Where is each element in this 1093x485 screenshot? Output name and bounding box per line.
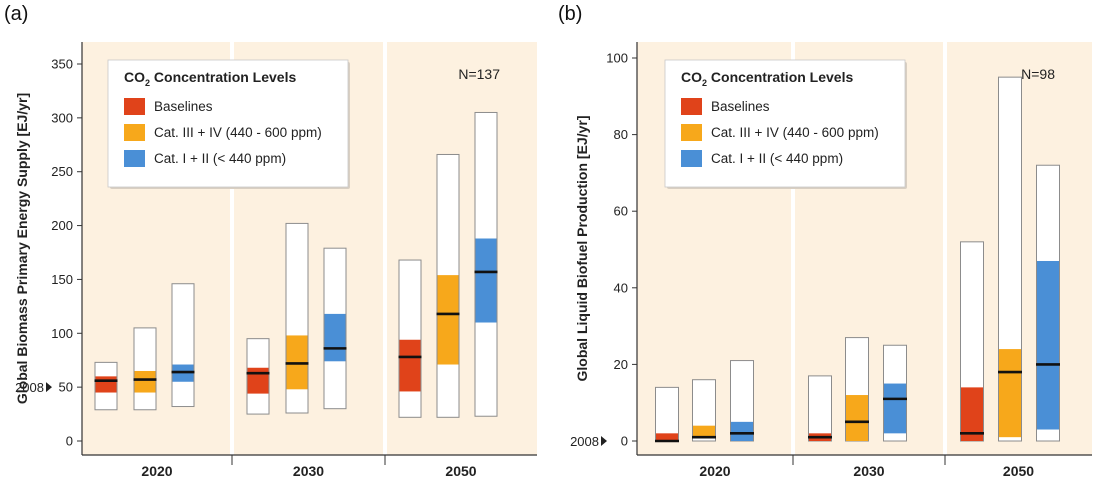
quartile-box <box>95 376 117 393</box>
x-category-label: 2050 <box>1003 463 1034 479</box>
quartile-box <box>437 275 459 365</box>
legend-title-sub: 2 <box>145 78 150 88</box>
panel-label: (a) <box>4 3 28 25</box>
marker-arrow-icon <box>601 436 607 446</box>
quartile-box <box>475 238 497 323</box>
box-cat34-2030 <box>845 337 869 442</box>
y-tick-label: 250 <box>51 164 73 179</box>
legend-title-co: CO <box>124 69 145 85</box>
box-baseline-2020 <box>94 361 118 411</box>
legend-entry-label: Baselines <box>154 99 213 114</box>
legend-entry-label: Cat. III + IV (440 - 600 ppm) <box>711 125 879 140</box>
range-box <box>133 327 157 411</box>
box-cat12-2050 <box>1036 164 1060 442</box>
box-cat12-2020 <box>171 283 195 408</box>
quartile-box <box>961 387 983 441</box>
quartile-box <box>884 383 906 434</box>
sample-size-label: N=98 <box>1021 66 1055 82</box>
legend-swatch-baseline <box>124 98 145 115</box>
legend: CO2 Concentration Levels Baselines Cat. II… <box>664 59 907 189</box>
y-tick-label: 60 <box>614 204 628 219</box>
legend-title-rest: Concentration Levels <box>150 69 296 85</box>
quartile-box <box>324 313 346 362</box>
range-box <box>171 283 195 408</box>
legend: CO2 Concentration Levels Baselines Cat. II… <box>107 59 350 189</box>
marker-2008-label: 2008 <box>15 380 44 395</box>
marker-2008-label: 2008 <box>570 434 599 449</box>
legend-box <box>107 59 349 188</box>
y-tick-label: 80 <box>614 127 628 142</box>
box-baseline-2030 <box>246 338 270 415</box>
legend-title-rest: Concentration Levels <box>707 69 853 85</box>
y-tick-label: 300 <box>51 110 73 125</box>
legend-entry-label: Cat. I + II (< 440 ppm) <box>711 151 843 166</box>
range-box <box>808 375 832 442</box>
box-baseline-2050 <box>960 241 984 442</box>
quartile-box <box>1037 260 1059 430</box>
legend-entry-label: Cat. I + II (< 440 ppm) <box>154 151 286 166</box>
box-baseline-2020 <box>655 386 679 443</box>
box-cat12-2030 <box>883 344 907 442</box>
legend-entry-label: Cat. III + IV (440 - 600 ppm) <box>154 125 322 140</box>
legend-swatch-baseline <box>681 98 702 115</box>
y-tick-label: 40 <box>614 280 628 295</box>
y-tick-label: 150 <box>51 272 73 287</box>
legend-title: CO2 Concentration Levels <box>681 69 853 88</box>
box-baseline-2030 <box>808 375 832 442</box>
quartile-box <box>693 425 715 438</box>
box-cat12-2030 <box>323 247 347 410</box>
y-tick-label: 0 <box>66 434 73 449</box>
box-cat12-2020 <box>730 360 754 442</box>
x-category-label: 2020 <box>141 463 172 479</box>
legend-box <box>664 59 906 188</box>
legend-swatch-cat12 <box>124 150 145 167</box>
quartile-box <box>247 367 269 394</box>
y-tick-label: 350 <box>51 57 73 72</box>
legend-title-co: CO <box>681 69 702 85</box>
range-box <box>655 386 679 442</box>
quartile-box <box>846 395 868 441</box>
y-tick-label: 100 <box>51 326 73 341</box>
legend-title: CO2 Concentration Levels <box>124 69 296 88</box>
box-cat34-2020 <box>133 327 157 411</box>
x-category-label: 2030 <box>293 463 324 479</box>
legend-swatch-cat34 <box>124 124 145 141</box>
box-cat34-2030 <box>285 222 309 414</box>
quartile-box <box>399 339 421 392</box>
box-cat34-2020 <box>692 379 716 442</box>
quartile-box <box>656 433 678 441</box>
y-tick-label: 0 <box>621 434 628 449</box>
marker-arrow-icon <box>46 382 52 393</box>
legend-title-sub: 2 <box>702 78 707 88</box>
legend-swatch-cat12 <box>681 150 702 167</box>
y-axis-label: Global Liquid Biofuel Production [EJ/yr] <box>574 116 590 382</box>
y-axis-label: Global Biomass Primary Energy Supply [EJ… <box>14 93 30 404</box>
legend-swatch-cat34 <box>681 124 702 141</box>
y-tick-label: 20 <box>614 357 628 372</box>
chart-panel-b: (b) 0 20 40 60 80 100 2008 Global Liquid Biofuel… <box>558 3 1092 479</box>
box-cat34-2050 <box>998 76 1022 442</box>
y-tick-label: 100 <box>606 51 628 66</box>
legend-entry-label: Baselines <box>711 99 770 114</box>
range-box <box>398 259 422 418</box>
y-tick-label: 50 <box>59 380 73 395</box>
x-category-label: 2030 <box>853 463 884 479</box>
panel-label: (b) <box>558 3 582 25</box>
box-cat12-2050 <box>474 111 498 417</box>
x-category-label: 2020 <box>699 463 730 479</box>
x-category-label: 2050 <box>445 463 476 479</box>
quartile-box <box>999 349 1021 438</box>
quartile-box <box>134 370 156 393</box>
box-baseline-2050 <box>398 259 422 418</box>
y-tick-label: 200 <box>51 218 73 233</box>
box-cat34-2050 <box>436 153 460 418</box>
sample-size-label: N=137 <box>458 66 500 82</box>
quartile-box <box>731 421 753 441</box>
